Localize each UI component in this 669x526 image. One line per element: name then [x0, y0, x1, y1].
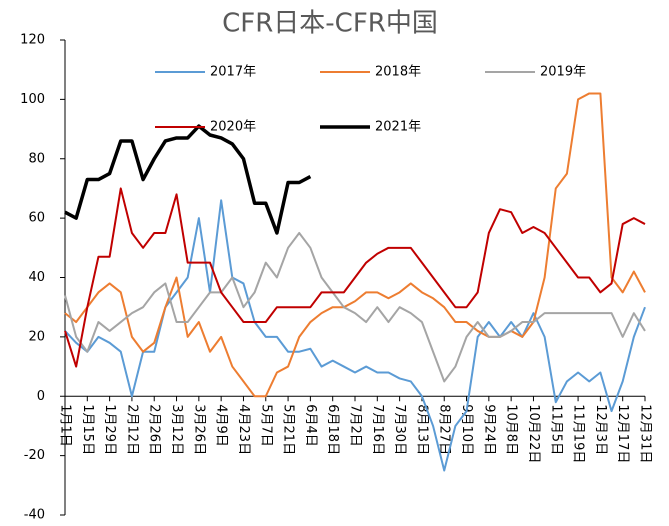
- y-tick-label: 20: [28, 329, 45, 344]
- x-tick-label: 12月31日: [638, 404, 653, 463]
- series-line: [64, 124, 312, 235]
- x-tick-label: 6月18日: [325, 404, 340, 455]
- x-tick-label: 12月3日: [593, 404, 608, 455]
- y-tick-label: -40: [24, 508, 45, 523]
- x-tick-label: 10月8日: [504, 404, 519, 455]
- legend-label: 2021年: [375, 120, 421, 135]
- x-tick-label: 5月21日: [281, 404, 296, 455]
- x-tick-label: 11月19日: [571, 404, 586, 463]
- series-line: [64, 187, 646, 368]
- x-tick-label: 3月26日: [191, 404, 206, 455]
- series-line: [64, 231, 646, 383]
- legend-label: 2019年: [540, 65, 586, 80]
- x-tick-label: 2月26日: [147, 404, 162, 455]
- x-tick-label: 9月24日: [481, 404, 496, 455]
- x-tick-label: 4月23日: [236, 404, 251, 455]
- x-tick-label: 8月13日: [414, 404, 429, 455]
- x-tick-label: 3月12日: [169, 404, 184, 455]
- chart-title: CFR日本-CFR中国: [222, 9, 438, 39]
- y-tick-label: 120: [20, 33, 45, 48]
- x-tick-label: 10月22日: [526, 404, 541, 463]
- y-tick-label: 40: [28, 270, 45, 285]
- legend-label: 2017年: [210, 65, 256, 80]
- x-tick-label: 4月9日: [214, 404, 229, 447]
- x-tick-label: 1月29日: [102, 404, 117, 455]
- y-tick-label: -20: [24, 448, 45, 463]
- y-tick-label: 0: [37, 389, 45, 404]
- y-tick-label: 60: [28, 211, 45, 226]
- legend-label: 2020年: [210, 120, 256, 135]
- x-tick-label: 11月5日: [548, 404, 563, 455]
- x-tick-label: 8月27日: [437, 404, 452, 455]
- y-tick-label: 100: [20, 92, 45, 107]
- legend-label: 2018年: [375, 65, 421, 80]
- x-tick-label: 1月1日: [58, 404, 73, 447]
- series-line: [64, 92, 646, 398]
- y-tick-label: 80: [28, 151, 45, 166]
- x-tick-label: 5月7日: [258, 404, 273, 447]
- x-tick-label: 7月2日: [348, 404, 363, 447]
- x-tick-label: 2月12日: [124, 404, 139, 455]
- x-tick-label: 12月17日: [615, 404, 630, 463]
- x-tick-label: 1月15日: [80, 404, 95, 455]
- x-tick-label: 7月30日: [392, 404, 407, 455]
- x-tick-label: 6月4日: [303, 404, 318, 447]
- x-tick-label: 7月16日: [370, 404, 385, 455]
